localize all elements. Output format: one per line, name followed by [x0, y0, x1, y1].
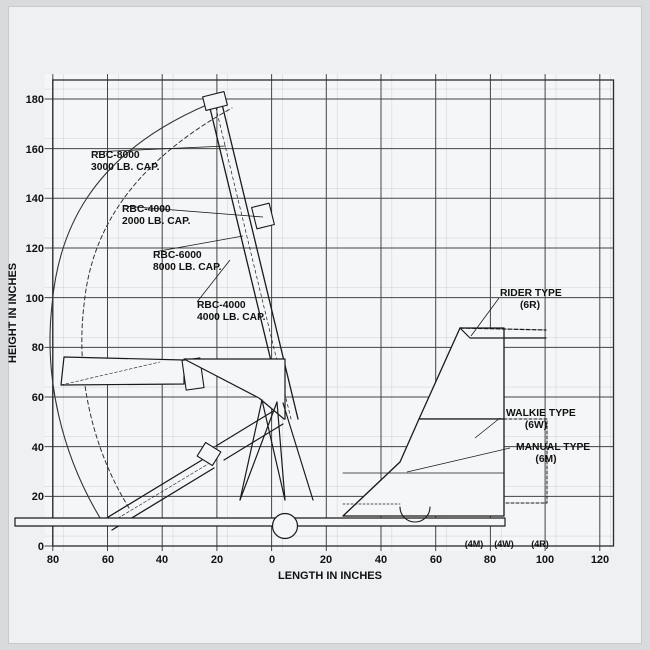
svg-text:8000 LB. CAP.: 8000 LB. CAP. [153, 262, 222, 273]
svg-text:80: 80 [484, 554, 496, 566]
svg-text:(6R): (6R) [520, 300, 540, 311]
svg-text:LENGTH IN INCHES: LENGTH IN INCHES [278, 570, 382, 582]
svg-text:60: 60 [430, 554, 442, 566]
svg-text:20: 20 [211, 554, 223, 566]
svg-text:RBC-4000: RBC-4000 [122, 204, 171, 215]
svg-text:0: 0 [269, 554, 275, 566]
svg-text:120: 120 [26, 243, 44, 255]
svg-text:20: 20 [32, 491, 44, 503]
svg-text:20: 20 [320, 554, 332, 566]
svg-text:100: 100 [26, 293, 44, 305]
svg-text:40: 40 [32, 442, 44, 454]
svg-text:RBC-8000: RBC-8000 [91, 150, 140, 161]
svg-text:RBC-4000: RBC-4000 [197, 300, 246, 311]
svg-text:WALKIE TYPE: WALKIE TYPE [506, 408, 576, 419]
svg-text:120: 120 [591, 554, 609, 566]
svg-text:RBC-6000: RBC-6000 [153, 250, 202, 261]
svg-text:80: 80 [32, 342, 44, 354]
svg-text:MANUAL TYPE: MANUAL TYPE [516, 442, 590, 453]
svg-text:80: 80 [47, 554, 59, 566]
svg-text:180: 180 [26, 94, 44, 106]
svg-text:(4R): (4R) [531, 539, 549, 549]
svg-text:(6W): (6W) [525, 420, 547, 431]
svg-text:(6M): (6M) [535, 454, 556, 465]
svg-text:40: 40 [156, 554, 168, 566]
svg-text:(4M): (4M) [465, 539, 484, 549]
svg-text:(4W): (4W) [494, 539, 514, 549]
svg-text:140: 140 [26, 193, 44, 205]
svg-text:3000 LB. CAP.: 3000 LB. CAP. [91, 162, 160, 173]
svg-text:0: 0 [38, 541, 44, 553]
svg-text:60: 60 [32, 392, 44, 404]
svg-text:60: 60 [102, 554, 114, 566]
svg-text:RIDER TYPE: RIDER TYPE [500, 288, 562, 299]
svg-text:2000 LB. CAP.: 2000 LB. CAP. [122, 216, 191, 227]
svg-text:4000 LB. CAP.: 4000 LB. CAP. [197, 312, 266, 323]
svg-text:40: 40 [375, 554, 387, 566]
svg-text:HEIGHT IN INCHES: HEIGHT IN INCHES [7, 263, 19, 363]
svg-text:160: 160 [26, 144, 44, 156]
svg-text:100: 100 [536, 554, 554, 566]
